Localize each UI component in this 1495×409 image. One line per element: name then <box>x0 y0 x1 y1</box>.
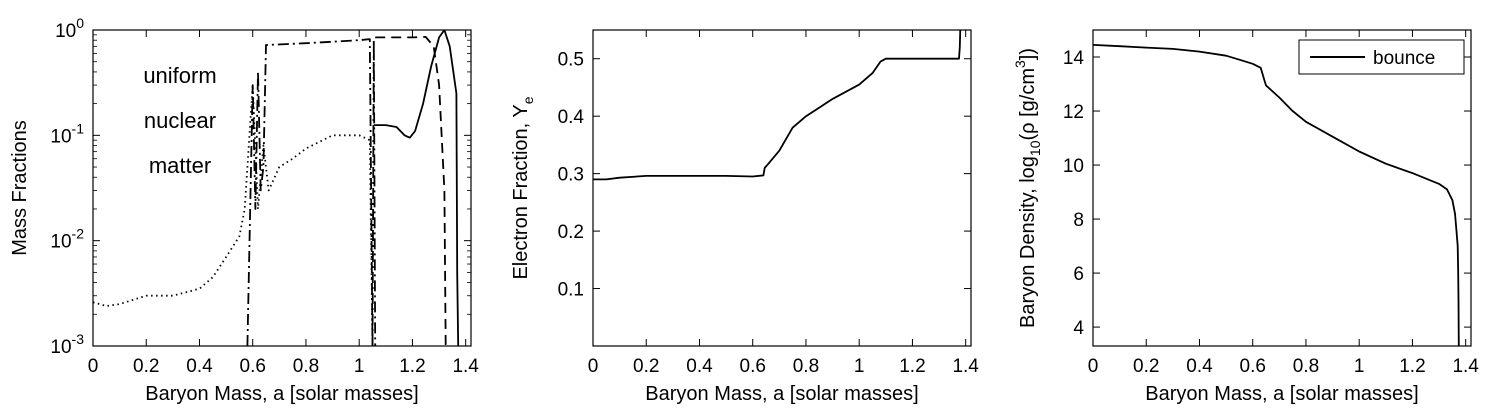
x-tick-label: 0.6 <box>740 356 766 377</box>
series-group <box>593 30 962 181</box>
series-line-dashed <box>375 36 447 346</box>
x-tick-labels: 0 0.2 0.4 0.6 0.8 1 1.2 1.4 <box>88 356 480 377</box>
x-tick-label: 0.8 <box>293 356 319 377</box>
x-tick-label: 0.8 <box>793 356 819 377</box>
legend-label-bounce: bounce <box>1373 48 1435 69</box>
tick-marks <box>592 30 971 346</box>
x-tick-label: 0 <box>588 356 599 377</box>
x-axis-label: Baryon Mass, a [solar masses] <box>1145 383 1418 405</box>
electron-fraction-panel: 0 0.2 0.4 0.6 0.8 1 1.2 1.4 0.1 0.2 0.3 0.4 0.5 Bar… <box>510 29 980 405</box>
x-tick-label: 0.6 <box>240 356 266 377</box>
x-tick-label: 0.4 <box>1186 356 1213 377</box>
y-tick-label: 6 <box>1073 264 1084 285</box>
y-tick-labels: 4 6 8 10 12 14 <box>1063 48 1085 339</box>
y-tick-label: 12 <box>1063 102 1084 123</box>
x-axis-label: Baryon Mass, a [solar masses] <box>645 383 918 405</box>
series-group <box>93 30 460 346</box>
annotation-line-3: matter <box>149 153 211 178</box>
y-axis-label: Electron Fraction, Ye <box>510 96 536 279</box>
y-tick-label-exponent: 0 <box>76 15 84 31</box>
y-tick-label-base: 10 <box>50 232 71 253</box>
plot-area <box>92 29 472 347</box>
y-tick-label-exponent: -3 <box>72 331 85 347</box>
legend: bounce <box>1298 39 1465 75</box>
y-axis-label-sup: 3 <box>1012 60 1028 68</box>
y-tick-label: 4 <box>1073 318 1084 339</box>
x-tick-label: 1 <box>1354 356 1365 377</box>
x-tick-label: 1 <box>354 356 365 377</box>
y-tick-label: 0.3 <box>558 165 584 186</box>
y-tick-label-base: 10 <box>50 337 71 358</box>
x-tick-label: 0.4 <box>186 356 213 377</box>
y-tick-label: 0.1 <box>558 280 584 301</box>
x-axis-label: Baryon Mass, a [solar masses] <box>145 383 418 405</box>
y-tick-label: 10-1 <box>50 120 84 147</box>
x-tick-label: 0.8 <box>1293 356 1319 377</box>
y-tick-label: 100 <box>55 15 84 42</box>
baryon-density-panel: 0 0.2 0.4 0.6 0.8 1 1.2 1.4 4 6 8 10 12 14 Baryon Ma… <box>1012 29 1480 405</box>
x-tick-labels: 0 0.2 0.4 0.6 0.8 1 1.2 1.4 <box>588 356 980 377</box>
x-tick-label: 0.4 <box>686 356 713 377</box>
x-tick-label: 0.2 <box>133 356 159 377</box>
y-axis-label-sub: 10 <box>1027 140 1043 156</box>
y-tick-label: 0.4 <box>558 107 585 128</box>
annotation-line-1: uniform <box>143 63 216 88</box>
y-tick-label: 8 <box>1073 210 1084 231</box>
y-tick-labels: 0.1 0.2 0.3 0.4 0.5 <box>558 50 585 301</box>
x-tick-label: 1.4 <box>1452 356 1479 377</box>
y-tick-label-exponent: -1 <box>72 120 85 136</box>
x-tick-label: 0.6 <box>1240 356 1266 377</box>
y-axis-label-post: ]) <box>1017 48 1039 60</box>
y-axis-label-subscript: e <box>520 96 536 104</box>
x-tick-labels: 0 0.2 0.4 0.6 0.8 1 1.2 1.4 <box>1088 356 1480 377</box>
x-tick-label: 1 <box>854 356 865 377</box>
x-tick-label: 1.4 <box>452 356 479 377</box>
x-tick-label: 1.2 <box>1399 356 1425 377</box>
x-tick-label: 1.2 <box>899 356 925 377</box>
x-tick-label: 0 <box>1088 356 1099 377</box>
plot-area <box>1092 29 1472 347</box>
x-tick-label: 0.2 <box>633 356 659 377</box>
y-axis-label-main: Electron Fraction, Y <box>510 104 532 279</box>
series-line-dash-dot <box>246 38 377 346</box>
x-tick-label: 0 <box>88 356 99 377</box>
plot-area <box>592 29 972 347</box>
series-line-solid <box>373 30 460 346</box>
y-tick-label-base: 10 <box>55 21 76 42</box>
series-line-solid <box>1093 44 1460 346</box>
y-tick-label: 10 <box>1063 156 1084 177</box>
x-tick-label: 1.2 <box>399 356 425 377</box>
tick-marks <box>92 29 471 347</box>
annotation-line-2: nuclear <box>144 108 216 133</box>
tick-marks <box>1092 30 1471 346</box>
y-axis-label-mid: (ρ [g/cm <box>1017 68 1039 141</box>
series-group <box>1093 44 1460 346</box>
y-tick-label: 10-3 <box>50 331 84 358</box>
y-tick-label: 14 <box>1063 48 1085 69</box>
y-axis-label: Baryon Density, log10(ρ [g/cm3]) <box>1012 48 1043 328</box>
y-tick-label-base: 10 <box>50 126 71 147</box>
y-axis-label-pre: Baryon Density, log <box>1017 156 1039 328</box>
y-axis-label: Mass Fractions <box>9 120 31 256</box>
y-tick-label: 10-2 <box>50 226 84 253</box>
y-tick-label: 0.2 <box>558 222 584 243</box>
y-tick-label: 0.5 <box>558 50 584 71</box>
series-line-solid <box>593 30 962 181</box>
y-tick-label-exponent: -2 <box>72 226 85 242</box>
x-tick-label: 0.2 <box>1133 356 1159 377</box>
x-tick-label: 1.4 <box>952 356 979 377</box>
